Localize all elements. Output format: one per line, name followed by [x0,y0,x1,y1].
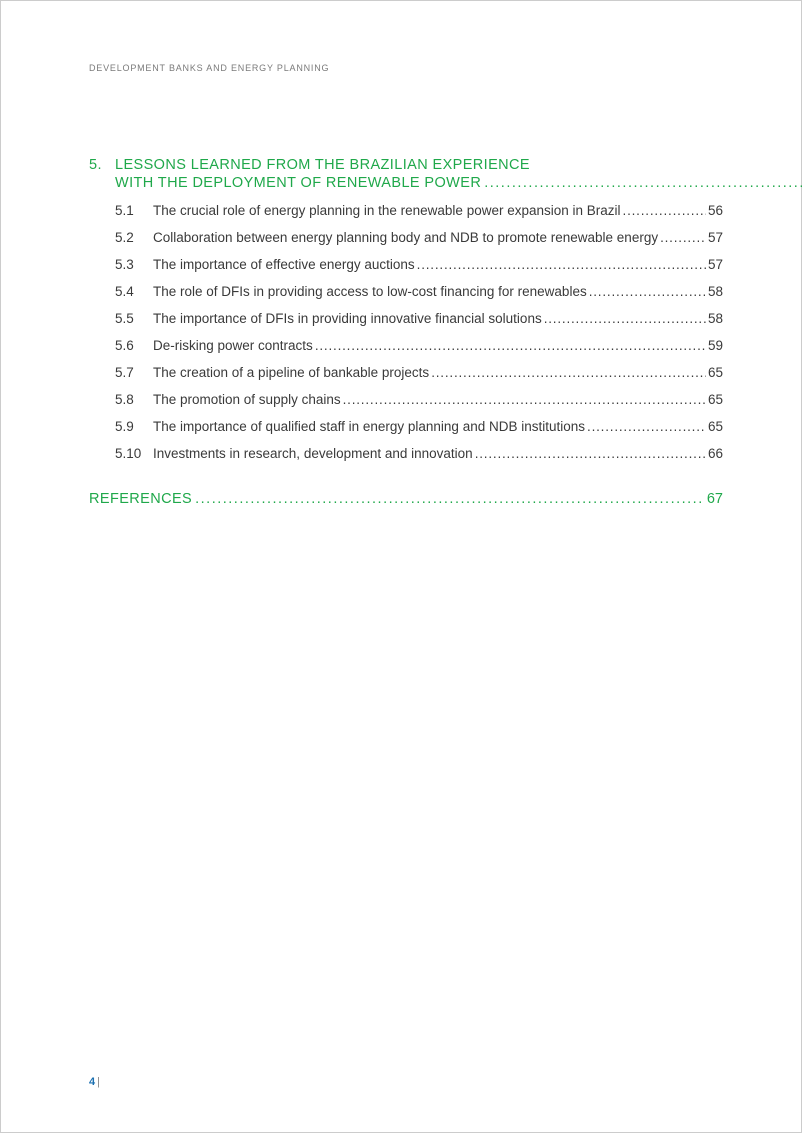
toc-subsection-row: 5.1The crucial role of energy planning i… [89,203,723,218]
subsection-number: 5.8 [115,392,153,407]
subsection-title: The importance of effective energy aucti… [153,257,415,272]
subsection-page-number: 57 [708,230,723,245]
footer-divider: | [97,1076,100,1088]
subsection-title: The importance of DFIs in providing inno… [153,311,542,326]
leader-dots [589,284,706,299]
subsection-title: De-risking power contracts [153,338,313,353]
leader-dots [417,257,706,272]
running-header: DEVELOPMENT BANKS AND ENERGY PLANNING [89,63,723,73]
subsection-number: 5.6 [115,338,153,353]
document-page: DEVELOPMENT BANKS AND ENERGY PLANNING 5.… [1,1,801,1132]
toc-subsection-row: 5.10Investments in research, development… [89,446,723,461]
leader-dots [660,230,706,245]
toc-section-heading: 5. LESSONS LEARNED FROM THE BRAZILIAN EX… [89,155,723,191]
footer-page-number: 4 [89,1076,95,1088]
leader-dots [315,338,706,353]
subsection-page-number: 58 [708,311,723,326]
subsection-title: The importance of qualified staff in ene… [153,419,585,434]
toc-subsection-row: 5.8The promotion of supply chains 65 [89,392,723,407]
references-page-number: 67 [707,491,723,507]
page-footer: 4| [89,1076,100,1088]
subsection-page-number: 58 [708,284,723,299]
subsection-page-number: 65 [708,392,723,407]
subsection-page-number: 59 [708,338,723,353]
leader-dots [475,446,706,461]
toc-subsection-row: 5.9The importance of qualified staff in … [89,419,723,434]
subsection-title: The creation of a pipeline of bankable p… [153,365,429,380]
leader-dots [484,175,802,191]
subsection-title: The role of DFIs in providing access to … [153,284,587,299]
toc-content: 5. LESSONS LEARNED FROM THE BRAZILIAN EX… [89,155,723,507]
subsection-title: Collaboration between energy planning bo… [153,230,658,245]
subsection-page-number: 56 [708,203,723,218]
leader-dots [544,311,706,326]
leader-dots [587,419,706,434]
leader-dots [195,491,704,507]
toc-subsection-row: 5.7The creation of a pipeline of bankabl… [89,365,723,380]
toc-subsection-row: 5.4The role of DFIs in providing access … [89,284,723,299]
references-title: REFERENCES [89,491,192,507]
subsection-number: 5.3 [115,257,153,272]
leader-dots [431,365,706,380]
subsection-number: 5.1 [115,203,153,218]
toc-references-row: REFERENCES 67 [89,491,723,507]
subsection-list: 5.1The crucial role of energy planning i… [89,203,723,461]
subsection-title: Investments in research, development and… [153,446,473,461]
section-title-line2-row: WITH THE DEPLOYMENT OF RENEWABLE POWER 5… [115,175,802,191]
section-title-wrap: LESSONS LEARNED FROM THE BRAZILIAN EXPER… [115,155,802,191]
subsection-number: 5.2 [115,230,153,245]
leader-dots [343,392,706,407]
section-title-line1: LESSONS LEARNED FROM THE BRAZILIAN EXPER… [115,155,802,175]
subsection-page-number: 65 [708,419,723,434]
subsection-title: The crucial role of energy planning in t… [153,203,621,218]
subsection-page-number: 65 [708,365,723,380]
subsection-number: 5.7 [115,365,153,380]
toc-subsection-row: 5.5The importance of DFIs in providing i… [89,311,723,326]
section-title-line2: WITH THE DEPLOYMENT OF RENEWABLE POWER [115,175,481,191]
subsection-number: 5.10 [115,446,153,461]
subsection-page-number: 57 [708,257,723,272]
toc-subsection-row: 5.2Collaboration between energy planning… [89,230,723,245]
subsection-page-number: 66 [708,446,723,461]
toc-subsection-row: 5.6De-risking power contracts 59 [89,338,723,353]
subsection-number: 5.5 [115,311,153,326]
subsection-title: The promotion of supply chains [153,392,341,407]
section-number: 5. [89,157,115,173]
toc-subsection-row: 5.3The importance of effective energy au… [89,257,723,272]
subsection-number: 5.9 [115,419,153,434]
subsection-number: 5.4 [115,284,153,299]
leader-dots [623,203,706,218]
